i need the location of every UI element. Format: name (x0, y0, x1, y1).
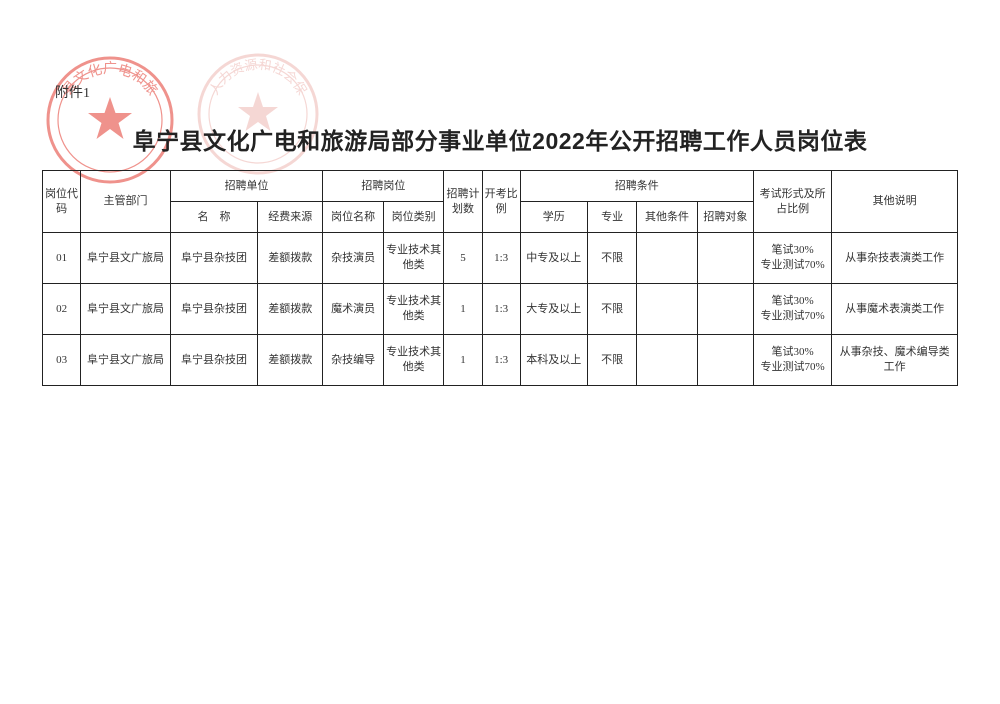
table-row: 01 阜宁县文广旅局 阜宁县杂技团 差额拨款 杂技演员 专业技术其他类 5 1:… (43, 233, 958, 284)
cell-post-type: 专业技术其他类 (383, 284, 444, 335)
th-unit-fund: 经费来源 (258, 202, 323, 233)
cell-post-type: 专业技术其他类 (383, 233, 444, 284)
th-major: 专业 (587, 202, 636, 233)
cell-target (697, 233, 753, 284)
cell-target (697, 335, 753, 386)
th-post-group: 招聘岗位 (323, 171, 444, 202)
cell-note: 从事魔术表演类工作 (832, 284, 958, 335)
cell-unit-fund: 差额拨款 (258, 233, 323, 284)
th-unit-name: 名 称 (170, 202, 257, 233)
cell-unit-name: 阜宁县杂技团 (170, 284, 257, 335)
cell-target (697, 284, 753, 335)
th-code: 岗位代码 (43, 171, 81, 233)
cell-major: 不限 (587, 233, 636, 284)
cell-post-type: 专业技术其他类 (383, 335, 444, 386)
cell-post-name: 杂技演员 (323, 233, 384, 284)
cell-major: 不限 (587, 284, 636, 335)
cell-edu: 中专及以上 (520, 233, 587, 284)
cell-other (637, 284, 698, 335)
cell-dept: 阜宁县文广旅局 (81, 284, 171, 335)
cell-ratio: 1:3 (482, 335, 520, 386)
cell-post-name: 杂技编导 (323, 335, 384, 386)
svg-text:人力资源和社会保: 人力资源和社会保 (206, 57, 310, 98)
th-dept: 主管部门 (81, 171, 171, 233)
stamp-left: 县文化广电和旅 (45, 55, 175, 185)
cell-plan: 1 (444, 284, 482, 335)
cell-unit-name: 阜宁县杂技团 (170, 233, 257, 284)
cell-code: 03 (43, 335, 81, 386)
th-ratio: 开考比例 (482, 171, 520, 233)
th-post-name: 岗位名称 (323, 202, 384, 233)
th-exam: 考试形式及所占比例 (753, 171, 831, 233)
cell-unit-fund: 差额拨款 (258, 284, 323, 335)
cell-unit-fund: 差额拨款 (258, 335, 323, 386)
cell-edu: 本科及以上 (520, 335, 587, 386)
cell-plan: 5 (444, 233, 482, 284)
cell-unit-name: 阜宁县杂技团 (170, 335, 257, 386)
cell-plan: 1 (444, 335, 482, 386)
th-target: 招聘对象 (697, 202, 753, 233)
cell-other (637, 233, 698, 284)
cell-ratio: 1:3 (482, 233, 520, 284)
cell-edu: 大专及以上 (520, 284, 587, 335)
cell-ratio: 1:3 (482, 284, 520, 335)
page-title: 阜宁县文化广电和旅游局部分事业单位2022年公开招聘工作人员岗位表 (0, 122, 1000, 156)
th-cond-group: 招聘条件 (520, 171, 753, 202)
cell-code: 02 (43, 284, 81, 335)
cell-exam: 笔试30%专业测试70% (753, 335, 831, 386)
cell-dept: 阜宁县文广旅局 (81, 335, 171, 386)
stamp-right: 人力资源和社会保 (196, 52, 320, 176)
th-plan: 招聘计划数 (444, 171, 482, 233)
attachment-label: 附件1 (55, 82, 90, 102)
cell-exam: 笔试30%专业测试70% (753, 284, 831, 335)
th-edu: 学历 (520, 202, 587, 233)
stamp-right-text: 人力资源和社会保 (206, 57, 310, 98)
cell-post-name: 魔术演员 (323, 284, 384, 335)
th-unit-group: 招聘单位 (170, 171, 322, 202)
th-post-type: 岗位类别 (383, 202, 444, 233)
table-row: 03 阜宁县文广旅局 阜宁县杂技团 差额拨款 杂技编导 专业技术其他类 1 1:… (43, 335, 958, 386)
cell-dept: 阜宁县文广旅局 (81, 233, 171, 284)
jobs-table: 岗位代码 主管部门 招聘单位 招聘岗位 招聘计划数 开考比例 招聘条件 考试形式… (42, 170, 958, 386)
cell-note: 从事杂技、魔术编导类工作 (832, 335, 958, 386)
cell-note: 从事杂技表演类工作 (832, 233, 958, 284)
cell-code: 01 (43, 233, 81, 284)
cell-other (637, 335, 698, 386)
cell-major: 不限 (587, 335, 636, 386)
th-other: 其他条件 (637, 202, 698, 233)
table-row: 02 阜宁县文广旅局 阜宁县杂技团 差额拨款 魔术演员 专业技术其他类 1 1:… (43, 284, 958, 335)
cell-exam: 笔试30%专业测试70% (753, 233, 831, 284)
th-note: 其他说明 (832, 171, 958, 233)
